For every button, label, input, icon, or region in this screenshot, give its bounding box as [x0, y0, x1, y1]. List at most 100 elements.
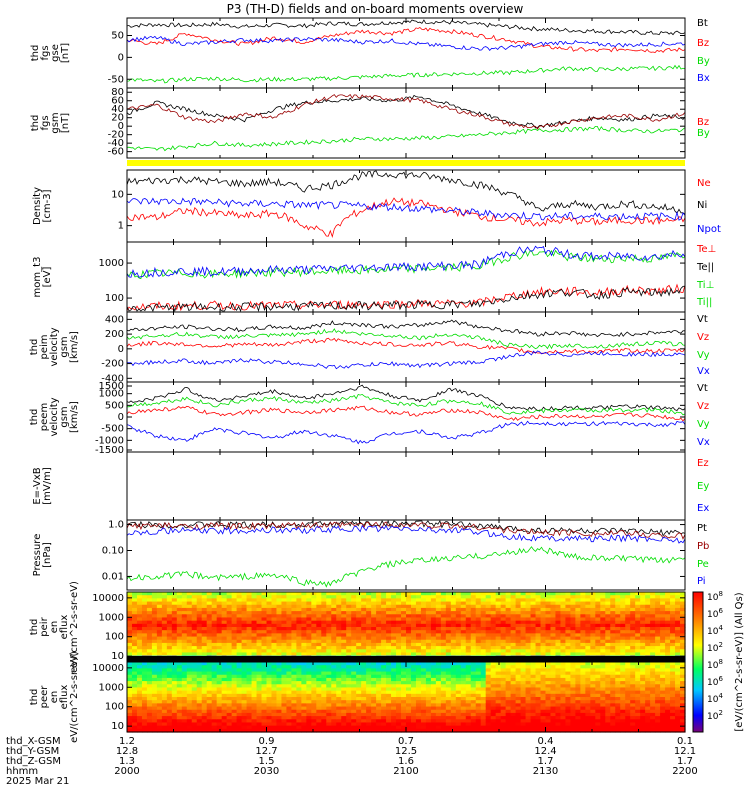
- heatmap-cell: [346, 604, 352, 609]
- heatmap-cell: [515, 687, 522, 692]
- heatmap-cell: [465, 706, 472, 711]
- heatmap-cell: [570, 607, 576, 612]
- heatmap-cell: [525, 595, 532, 599]
- heatmap-cell: [485, 703, 492, 708]
- heatmap-cell: [530, 652, 537, 657]
- heatmap-cell: [136, 668, 143, 673]
- heatmap-cell: [286, 639, 293, 644]
- heatmap-cell: [570, 690, 576, 695]
- heatmap-cell: [246, 725, 253, 730]
- heatmap-cell: [331, 595, 337, 599]
- heatmap-cell: [465, 607, 472, 612]
- heatmap-cell: [645, 700, 651, 704]
- heatmap-cell: [166, 712, 173, 717]
- heatmap-cell: [655, 725, 661, 730]
- heatmap-cell: [401, 697, 407, 701]
- heatmap-cell: [296, 674, 302, 679]
- heatmap-cell: [236, 719, 243, 724]
- heatmap-cell: [226, 627, 233, 631]
- heatmap-cell: [555, 592, 562, 596]
- heatmap-cell: [381, 716, 387, 720]
- heatmap-cell: [475, 703, 482, 708]
- heatmap-cell: [181, 649, 188, 654]
- heatmap-cell: [415, 725, 422, 730]
- heatmap-cell: [396, 646, 402, 650]
- heatmap-cell: [665, 703, 671, 708]
- heatmap-cell: [465, 716, 472, 720]
- heatmap-cell: [590, 630, 596, 634]
- heatmap-cell: [570, 700, 576, 704]
- heatmap-cell: [296, 693, 302, 698]
- heatmap-cell: [286, 636, 293, 641]
- heatmap-cell: [645, 592, 651, 596]
- heatmap-cell: [535, 604, 542, 609]
- heatmap-cell: [555, 690, 562, 695]
- heatmap-cell: [376, 623, 382, 628]
- heatmap-cell: [361, 712, 367, 717]
- heatmap-cell: [236, 652, 243, 657]
- heatmap-cell: [620, 627, 626, 631]
- heatmap-cell: [435, 706, 442, 711]
- heatmap-cell: [560, 665, 567, 669]
- heatmap-cell: [386, 671, 392, 676]
- heatmap-cell: [535, 611, 542, 615]
- heatmap-cell: [186, 684, 193, 689]
- heatmap-cell: [650, 639, 656, 644]
- heatmap-cell: [435, 614, 442, 619]
- heatmap-cell: [570, 677, 576, 682]
- heatmap-cell: [211, 693, 218, 698]
- heatmap-cell: [251, 604, 258, 609]
- heatmap-cell: [216, 719, 223, 724]
- heatmap-cell: [490, 649, 497, 654]
- heatmap-cell: [430, 595, 437, 599]
- heatmap-cell: [560, 703, 567, 708]
- heatmap-cell: [141, 668, 148, 673]
- heatmap-cell: [660, 706, 666, 711]
- heatmap-cell: [420, 728, 427, 733]
- heatmap-cell: [176, 627, 183, 631]
- heatmap-cell: [131, 681, 138, 685]
- heatmap-cell: [570, 627, 576, 631]
- heatmap-cell: [251, 700, 258, 704]
- heatmap-cell: [535, 652, 542, 657]
- heatmap-cell: [401, 595, 407, 599]
- heatmap-cell: [490, 725, 497, 730]
- heatmap-cell: [610, 595, 616, 599]
- heatmap-cell: [490, 611, 497, 615]
- series-density-Ni: [126, 170, 686, 215]
- heatmap-cell: [480, 697, 487, 701]
- heatmap-cell: [435, 725, 442, 730]
- heatmap-cell: [470, 623, 477, 628]
- heatmap-cell: [186, 662, 193, 666]
- heatmap-cell: [555, 652, 562, 657]
- heatmap-cell: [500, 709, 507, 714]
- heatmap-cell: [605, 709, 611, 714]
- heatmap-cell: [500, 700, 507, 704]
- heatmap-cell: [505, 598, 512, 603]
- heatmap-cell: [505, 677, 512, 682]
- heatmap-cell: [475, 649, 482, 654]
- heatmap-cell: [665, 706, 671, 711]
- heatmap-cell: [520, 671, 527, 676]
- heatmap-cell: [550, 700, 557, 704]
- heatmap-cell: [241, 671, 248, 676]
- heatmap-cell: [605, 620, 611, 625]
- heatmap-cell: [525, 684, 532, 689]
- heatmap-cell: [246, 598, 253, 603]
- heatmap-cell: [231, 607, 238, 612]
- heatmap-cell: [480, 623, 487, 628]
- heatmap-cell: [520, 595, 527, 599]
- heatmap-cell: [291, 697, 297, 701]
- heatmap-cell: [127, 728, 133, 733]
- heatmap-cell: [301, 728, 307, 733]
- heatmap-cell: [136, 652, 143, 657]
- heatmap-cell: [216, 630, 223, 634]
- heatmap-cell: [361, 706, 367, 711]
- heatmap-cell: [435, 623, 442, 628]
- heatmap-cell: [181, 725, 188, 730]
- heatmap-cell: [356, 630, 362, 634]
- heatmap-cell: [156, 595, 163, 599]
- heatmap-cell: [515, 712, 522, 717]
- heatmap-cell: [540, 712, 547, 717]
- heatmap-cell: [246, 636, 253, 641]
